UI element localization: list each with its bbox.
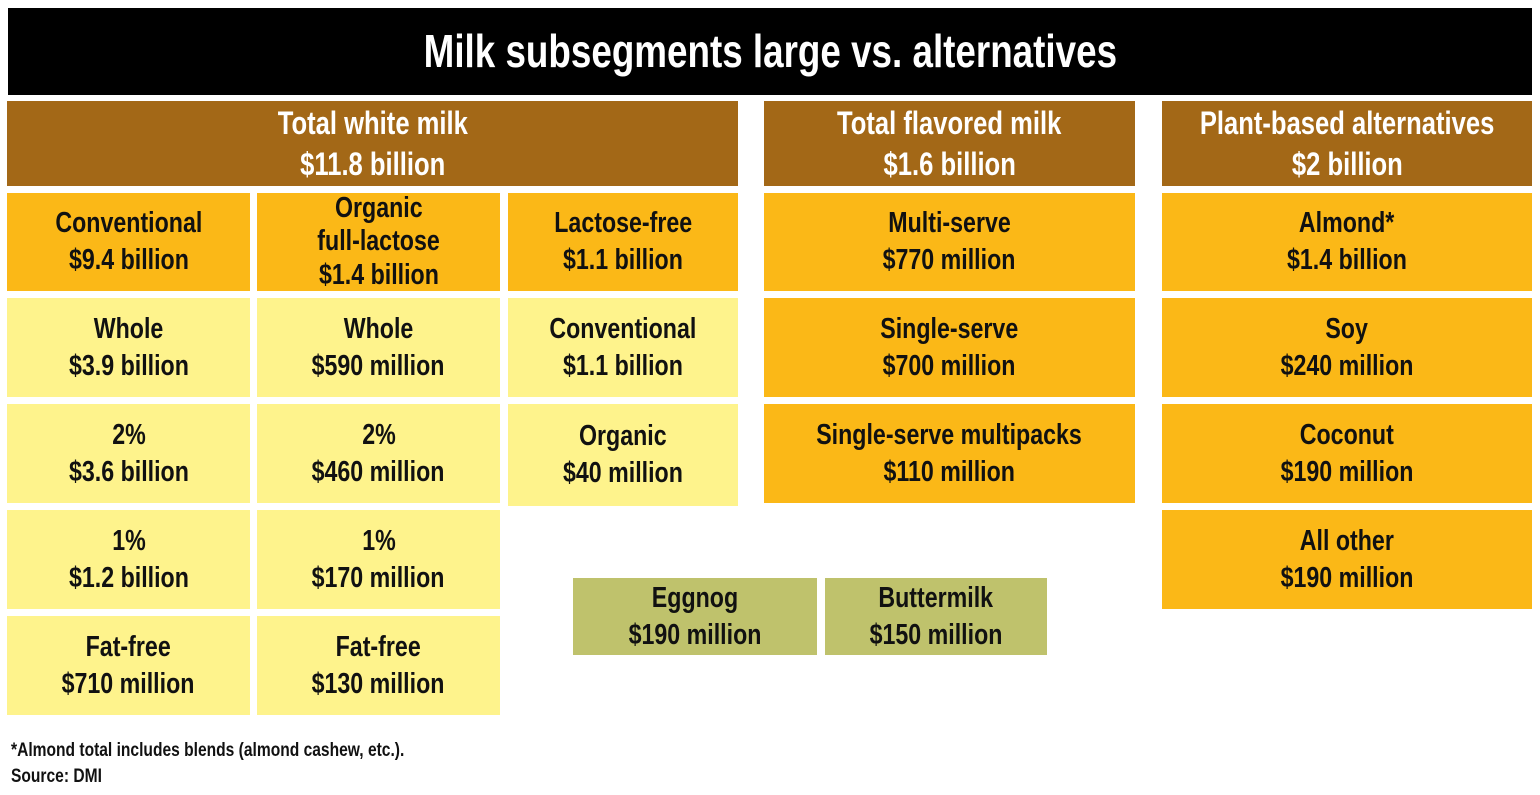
box-label: Almond* <box>1299 207 1395 240</box>
box-label: Fat-free <box>85 630 172 663</box>
box-label: Conventional <box>549 312 697 345</box>
box-conventional: Conventional $9.4 billion <box>7 193 250 291</box>
box-value: $1.1 billion <box>563 349 683 382</box>
box-conventional-1pct: 1% $1.2 billion <box>7 510 250 609</box>
box-value: $1.2 billion <box>68 561 189 594</box>
box-value: $190 million <box>1280 455 1414 488</box>
box-multi-serve: Multi-serve $770 million <box>764 193 1135 291</box>
header-value: $2 billion <box>1291 145 1403 182</box>
header-label: Total white milk <box>277 104 468 141</box>
box-value: $460 million <box>312 455 445 488</box>
box-soy: Soy $240 million <box>1162 298 1532 397</box>
box-value: $150 million <box>869 618 1003 651</box>
box-organic-fat-free: Fat-free $130 million <box>257 616 500 715</box>
header-plant-based: Plant-based alternatives $2 billion <box>1162 101 1532 186</box>
box-label: 1% <box>111 524 146 557</box>
box-value: $190 million <box>628 618 762 651</box>
box-label: Buttermilk <box>878 581 994 614</box>
box-single-serve: Single-serve $700 million <box>764 298 1135 397</box>
box-label: Organic <box>579 420 667 453</box>
header-white-milk: Total white milk $11.8 billion <box>7 101 738 186</box>
box-label: 2% <box>361 418 396 451</box>
box-organic: Organic full-lactose $1.4 billion <box>257 191 500 291</box>
footnote: *Almond total includes blends (almond ca… <box>11 740 405 761</box>
box-value: $700 million <box>883 349 1016 382</box>
box-label: Whole <box>93 312 164 345</box>
box-value: $590 million <box>312 349 445 382</box>
box-label: Eggnog <box>651 581 739 614</box>
box-label: Organic <box>334 191 423 224</box>
box-organic-1pct: 1% $170 million <box>257 510 500 609</box>
box-coconut: Coconut $190 million <box>1162 404 1532 503</box>
box-value: $770 million <box>883 244 1016 276</box>
box-value: $1.4 billion <box>318 258 439 291</box>
header-value: $1.6 billion <box>883 145 1016 182</box>
box-value: $40 million <box>563 457 683 489</box>
box-label: 1% <box>361 524 396 557</box>
box-label: Lactose-free <box>554 207 692 240</box>
box-value: $190 million <box>1280 561 1414 594</box>
box-lactose-free: Lactose-free $1.1 billion <box>508 193 738 291</box>
box-label: Fat-free <box>335 630 422 663</box>
box-value: $3.9 billion <box>68 349 189 382</box>
box-label: Conventional <box>55 207 202 240</box>
header-flavored-milk: Total flavored milk $1.6 billion <box>764 101 1135 186</box>
header-label: Plant-based alternatives <box>1199 104 1495 141</box>
box-value: $240 million <box>1280 349 1414 382</box>
box-label: Single-serve <box>880 312 1019 345</box>
box-label: Soy <box>1325 312 1369 345</box>
footnote-block: *Almond total includes blends (almond ca… <box>11 738 491 789</box>
box-conventional-whole: Whole $3.9 billion <box>7 298 250 397</box>
box-value: $1.4 billion <box>1287 244 1407 276</box>
box-label-2: full-lactose <box>317 225 440 258</box>
box-lactose-free-conventional: Conventional $1.1 billion <box>508 298 738 397</box>
box-label: Multi-serve <box>888 207 1011 240</box>
box-value: $710 million <box>62 667 195 700</box>
box-lactose-free-organic: Organic $40 million <box>508 404 738 506</box>
box-label: Coconut <box>1299 418 1395 451</box>
box-single-serve-multipacks: Single-serve multipacks $110 million <box>764 404 1135 503</box>
box-value: $130 million <box>312 667 445 700</box>
box-eggnog: Eggnog $190 million <box>573 578 817 655</box>
box-label: 2% <box>111 418 146 451</box>
box-value: $3.6 billion <box>68 455 189 488</box>
box-value: $170 million <box>312 561 445 594</box>
header-label: Total flavored milk <box>837 104 1062 141</box>
box-label: All other <box>1299 524 1395 557</box>
source: Source: DMI <box>11 765 102 787</box>
box-conventional-fat-free: Fat-free $710 million <box>7 616 250 715</box>
box-almond: Almond* $1.4 billion <box>1162 193 1532 291</box>
box-value: $110 million <box>883 455 1016 488</box>
box-organic-whole: Whole $590 million <box>257 298 500 397</box>
box-value: $1.1 billion <box>563 244 683 276</box>
box-value: $9.4 billion <box>68 244 189 276</box>
box-organic-2pct: 2% $460 million <box>257 404 500 503</box>
chart-title: Milk subsegments large vs. alternatives <box>8 8 1532 95</box>
header-value: $11.8 billion <box>299 145 446 182</box>
box-buttermilk: Buttermilk $150 million <box>825 578 1047 655</box>
box-conventional-2pct: 2% $3.6 billion <box>7 404 250 503</box>
box-label: Whole <box>343 312 414 345</box>
box-label: Single-serve multipacks <box>816 418 1083 451</box>
box-all-other: All other $190 million <box>1162 510 1532 609</box>
